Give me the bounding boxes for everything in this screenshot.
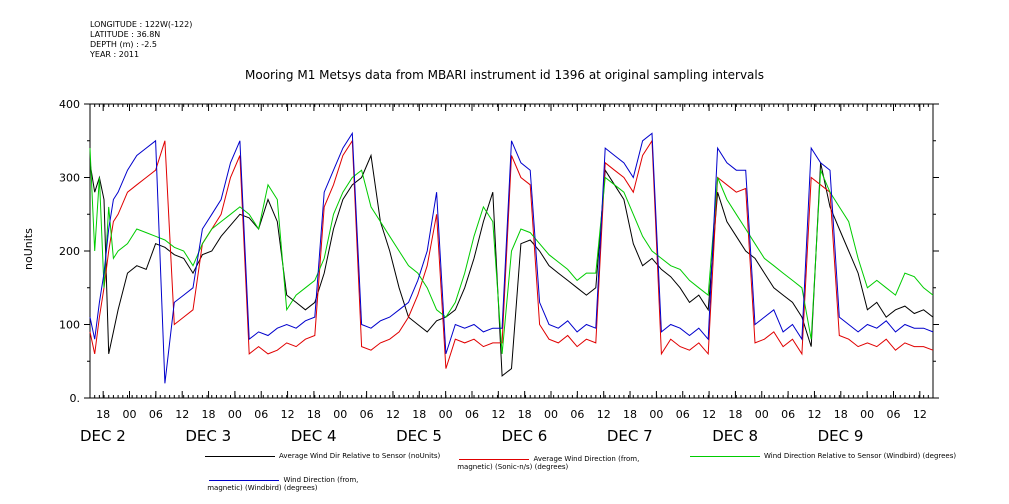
legend-item-green: Wind Direction Relative to Sensor (Windb… xyxy=(690,452,956,460)
x-tick-label: 00 xyxy=(649,408,663,421)
x-tick-label: 12 xyxy=(807,408,821,421)
x-tick-label: 12 xyxy=(386,408,400,421)
x-tick-label: 06 xyxy=(781,408,795,421)
year-text: YEAR : 2011 xyxy=(90,50,140,59)
x-tick-label: 12 xyxy=(491,408,505,421)
legend-item-red: Average Wind Direction (from, magnetic) … xyxy=(455,447,639,471)
x-tick-label: 00 xyxy=(860,408,874,421)
x-tick-label: 18 xyxy=(307,408,321,421)
y-tick-label: 0. xyxy=(70,392,81,405)
x-tick-label: 06 xyxy=(254,408,268,421)
legend-label-blue: Wind Direction (from, magnetic) (Windbir… xyxy=(207,476,359,492)
x-tick-label: 00 xyxy=(123,408,137,421)
x-tick-label: 18 xyxy=(834,408,848,421)
x-tick-label: 12 xyxy=(913,408,927,421)
y-tick-label: 100 xyxy=(59,319,80,332)
x-tick-label: 06 xyxy=(360,408,374,421)
x-tick-label: 00 xyxy=(228,408,242,421)
x-tick-label: 18 xyxy=(96,408,110,421)
chart-title: Mooring M1 Metsys data from MBARI instru… xyxy=(245,68,764,82)
y-tick-label: 400 xyxy=(59,98,80,111)
x-tick-label: 06 xyxy=(149,408,163,421)
legend-item-blue: Wind Direction (from, magnetic) (Windbir… xyxy=(205,468,358,492)
day-label: DEC 3 xyxy=(185,427,231,445)
metadata-block: LONGITUDE : 122W(-122) LATITUDE : 36.8N … xyxy=(90,20,192,60)
x-tick-label: 00 xyxy=(333,408,347,421)
x-tick-label: 06 xyxy=(465,408,479,421)
x-tick-label: 18 xyxy=(412,408,426,421)
legend-swatch-green xyxy=(690,455,760,457)
legend-swatch-black xyxy=(205,455,275,457)
x-tick-label: 18 xyxy=(202,408,216,421)
day-label: DEC 9 xyxy=(818,427,864,445)
x-tick-label: 12 xyxy=(597,408,611,421)
day-label: DEC 4 xyxy=(291,427,337,445)
x-tick-label: 12 xyxy=(175,408,189,421)
x-tick-label: 06 xyxy=(570,408,584,421)
series-line-3 xyxy=(89,131,934,384)
legend-swatch-red xyxy=(459,458,530,460)
x-tick-label: 12 xyxy=(281,408,295,421)
legend-item-black: Average Wind Dir Relative to Sensor (noU… xyxy=(205,452,440,460)
legend-label-black: Average Wind Dir Relative to Sensor (noU… xyxy=(279,452,441,460)
depth-text: DEPTH (m) : -2.5 xyxy=(90,40,157,49)
y-tick-label: 200 xyxy=(59,245,80,258)
x-tick-label: 00 xyxy=(544,408,558,421)
x-tick-label: 12 xyxy=(702,408,716,421)
legend-label-red: Average Wind Direction (from, magnetic) … xyxy=(457,455,640,471)
x-tick-label: 18 xyxy=(728,408,742,421)
x-tick-label: 00 xyxy=(439,408,453,421)
y-tick-label: 300 xyxy=(59,172,80,185)
latitude-text: LATITUDE : 36.8N xyxy=(90,30,161,39)
legend-label-green: Wind Direction Relative to Sensor (Windb… xyxy=(764,452,957,460)
x-tick-label: 18 xyxy=(518,408,532,421)
x-tick-label: 00 xyxy=(755,408,769,421)
day-label: DEC 7 xyxy=(607,427,653,445)
day-label: DEC 2 xyxy=(80,427,126,445)
x-tick-label: 06 xyxy=(886,408,900,421)
series-line-2 xyxy=(89,148,934,354)
x-tick-label: 18 xyxy=(623,408,637,421)
x-tick-label: 06 xyxy=(676,408,690,421)
longitude-text: LONGITUDE : 122W(-122) xyxy=(90,20,193,29)
legend-swatch-blue xyxy=(209,479,280,481)
day-label: DEC 8 xyxy=(712,427,758,445)
day-label: DEC 6 xyxy=(502,427,548,445)
day-label: DEC 5 xyxy=(396,427,442,445)
